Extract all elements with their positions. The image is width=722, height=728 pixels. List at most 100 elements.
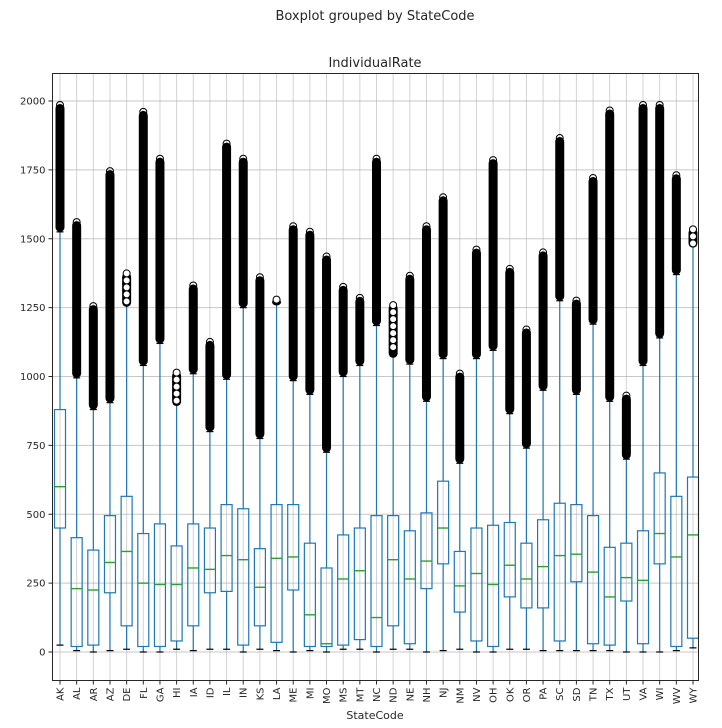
x-tick-label: LA xyxy=(272,687,283,700)
outlier-point xyxy=(389,343,398,352)
outlier-point xyxy=(572,331,581,340)
outlier-point xyxy=(56,136,64,144)
outlier-point xyxy=(289,257,298,266)
outlier-point xyxy=(305,262,314,271)
outlier-cluster xyxy=(55,104,65,232)
box-NM xyxy=(453,369,466,650)
outlier-point xyxy=(172,368,181,377)
outlier-cluster xyxy=(488,159,498,351)
x-tick-label: AL xyxy=(72,687,83,700)
x-tick-label: ID xyxy=(205,687,216,698)
outlier-point xyxy=(472,280,481,289)
iqr-box xyxy=(653,472,666,565)
x-tick-label: OK xyxy=(505,687,516,702)
outlier-cluster xyxy=(505,267,515,414)
outlier-point xyxy=(389,308,398,317)
outlier-cluster xyxy=(188,284,198,374)
box-UT xyxy=(620,391,633,653)
outlier-point xyxy=(589,209,598,218)
outlier-cluster xyxy=(438,196,448,359)
y-tick-label: 1500 xyxy=(20,234,45,245)
x-tick-label: IA xyxy=(189,687,200,697)
outlier-point xyxy=(172,396,181,405)
y-tick-label: 1000 xyxy=(20,372,45,383)
iqr-box xyxy=(220,504,233,592)
outlier-point xyxy=(122,290,131,299)
outlier-cluster xyxy=(155,157,165,344)
x-tick-label: AR xyxy=(89,687,100,701)
outlier-point xyxy=(172,375,181,384)
box-IA xyxy=(187,281,200,652)
iqr-box xyxy=(636,530,650,645)
x-tick-label: DE xyxy=(122,688,133,702)
iqr-box xyxy=(420,512,433,590)
box-SD xyxy=(570,296,583,652)
outlier-cluster xyxy=(105,170,115,403)
y-tick-label: 1750 xyxy=(20,165,45,176)
box-AK xyxy=(53,101,67,646)
outlier-point xyxy=(272,295,281,304)
x-tick-label: FL xyxy=(139,687,150,699)
x-axis-label: StateCode xyxy=(346,709,404,722)
outlier-cluster xyxy=(605,109,615,402)
box-NH xyxy=(420,222,433,653)
iqr-box xyxy=(103,515,117,594)
x-tick-label: AK xyxy=(56,687,67,701)
outlier-cluster xyxy=(455,372,465,464)
outlier-point xyxy=(422,257,431,266)
iqr-box xyxy=(337,534,350,646)
outlier-point xyxy=(389,315,398,324)
outlier-cluster xyxy=(255,276,265,439)
outlier-cluster xyxy=(205,340,215,432)
outlier-point xyxy=(372,189,381,198)
box-SC xyxy=(553,134,566,652)
outlier-point xyxy=(655,136,664,144)
box-OK xyxy=(503,264,516,650)
iqr-box xyxy=(570,504,583,583)
box-GA xyxy=(153,154,167,653)
outlier-point xyxy=(689,232,697,241)
outlier-point xyxy=(439,228,448,237)
x-tick-label: IN xyxy=(239,688,250,698)
x-tick-label: MI xyxy=(305,688,316,700)
x-tick-label: ND xyxy=(389,687,400,702)
x-tick-label: WY xyxy=(689,687,700,704)
iqr-box xyxy=(320,567,333,648)
y-tick-label: 1250 xyxy=(20,303,45,314)
iqr-box xyxy=(453,550,466,613)
box-AR xyxy=(87,302,100,653)
box-KS xyxy=(253,273,266,650)
x-tick-label: NH xyxy=(422,688,433,703)
box-AZ xyxy=(103,167,117,652)
figure-suptitle: Boxplot grouped by StateCode xyxy=(275,9,474,24)
outlier-cluster xyxy=(355,296,365,366)
box-LA xyxy=(270,295,283,652)
box-MT xyxy=(353,293,366,650)
outlier-point xyxy=(672,206,681,215)
box-TX xyxy=(603,106,616,652)
outlier-point xyxy=(139,142,148,151)
outlier-point xyxy=(389,322,398,331)
outlier-cluster xyxy=(405,274,415,365)
box-WI xyxy=(653,101,666,653)
iqr-box xyxy=(237,508,250,646)
outlier-point xyxy=(522,360,531,369)
outlier-point xyxy=(239,189,248,198)
box-PA xyxy=(536,248,550,652)
outlier-cluster xyxy=(571,299,581,395)
outlier-point xyxy=(89,337,98,346)
outlier-point xyxy=(72,253,81,262)
outlier-point xyxy=(122,276,131,285)
box-WV xyxy=(670,171,683,652)
box-NC xyxy=(370,154,383,653)
y-tick-label: 0 xyxy=(39,648,45,659)
outlier-cluster xyxy=(521,328,531,449)
outlier-point xyxy=(172,389,181,398)
outlier-cluster xyxy=(305,230,315,395)
outlier-point xyxy=(172,382,181,391)
outlier-point xyxy=(389,329,398,338)
outlier-cluster xyxy=(538,251,548,391)
iqr-box xyxy=(387,515,400,627)
box-TN xyxy=(586,174,600,652)
x-tick-label: WI xyxy=(655,688,666,701)
